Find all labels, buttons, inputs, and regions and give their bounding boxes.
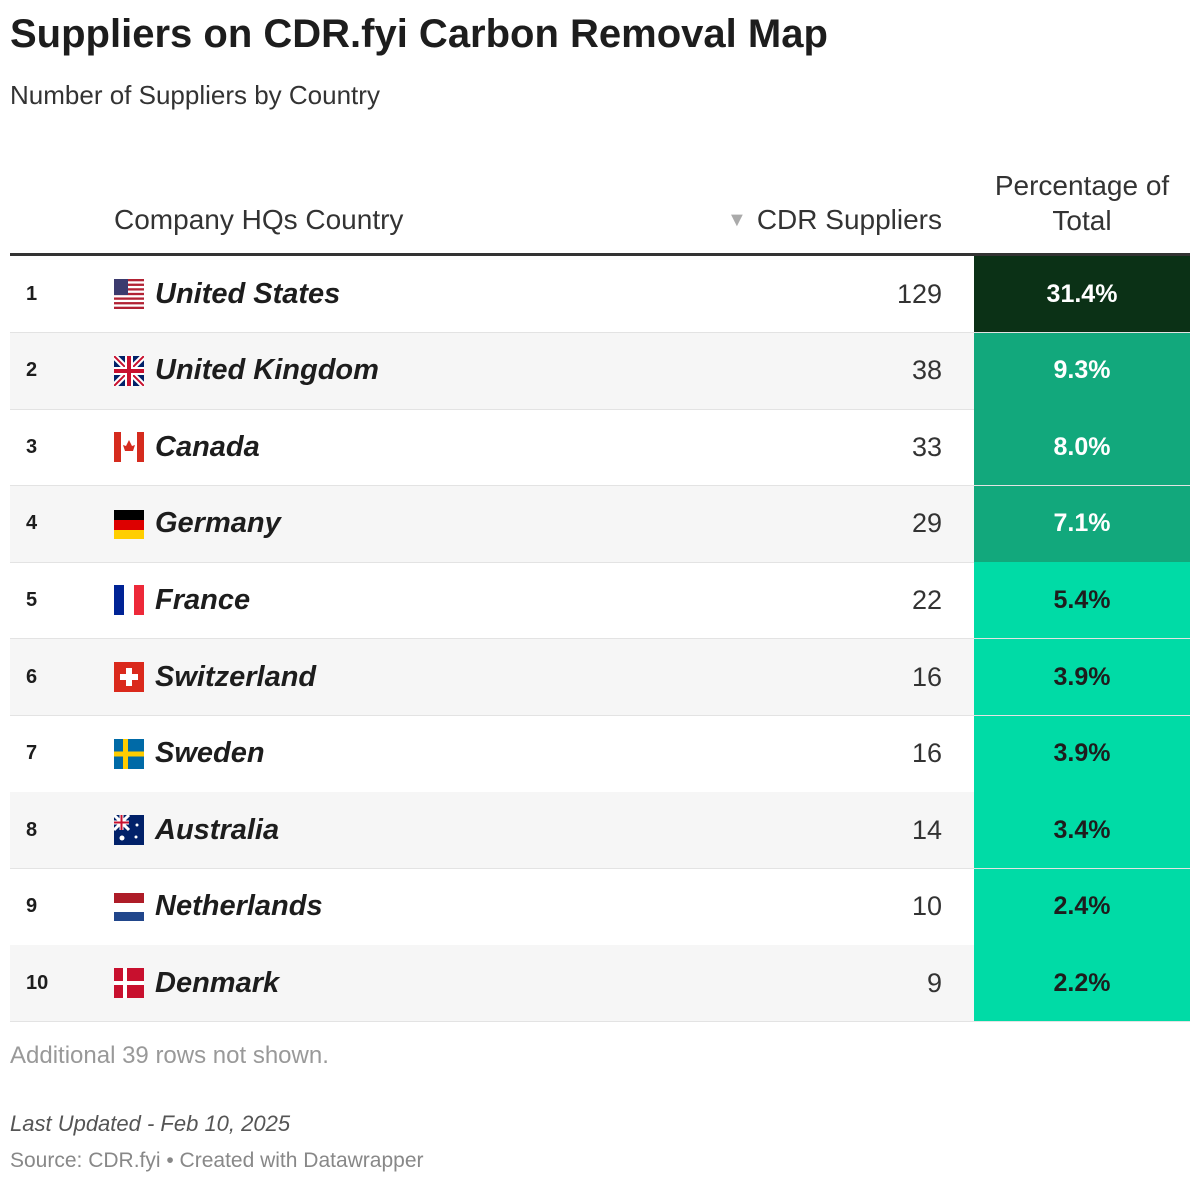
column-header: Percentage of Total: [994, 170, 1170, 236]
suppliers: 16: [911, 661, 942, 692]
rank: 10: [26, 971, 49, 994]
suppliers: 29: [911, 508, 942, 539]
share: 9.3%: [974, 332, 1190, 409]
country: United States: [155, 277, 341, 310]
source: Source: CDR.fyi • Created with Datawrapp…: [10, 1149, 424, 1172]
share: 3.4%: [974, 792, 1190, 869]
table-row: 8 Australia 14 3.4%: [10, 792, 1190, 870]
rank: 9: [26, 895, 38, 918]
share: 5.4%: [974, 562, 1190, 639]
rank: 3: [26, 435, 38, 458]
country: Denmark: [155, 966, 280, 999]
subtitle: Number of Suppliers by Country: [10, 80, 380, 110]
flag: [114, 256, 144, 332]
rank: 6: [26, 665, 38, 688]
share: 2.4%: [974, 868, 1190, 945]
suppliers: 33: [911, 431, 942, 462]
country: Netherlands: [155, 890, 323, 923]
suppliers: 10: [911, 891, 942, 922]
flag-icon: [114, 585, 144, 616]
rank: 5: [26, 588, 38, 611]
note: Additional 39 rows not shown.: [10, 1042, 329, 1069]
column-header-wrap[interactable]: ▼ CDR Suppliers: [727, 204, 942, 236]
country: Australia: [155, 813, 280, 846]
table-row: 7 Sweden 16 3.9%: [10, 715, 1190, 793]
flag-icon: [114, 279, 144, 309]
flag-icon: [114, 892, 144, 921]
updated: Last Updated - Feb 10, 2025: [10, 1111, 291, 1136]
suppliers: 22: [911, 584, 942, 615]
flag-icon: [114, 509, 144, 539]
country: Canada: [155, 430, 260, 463]
rank: 8: [26, 818, 38, 841]
share: 3.9%: [974, 639, 1190, 715]
share: 31.4%: [974, 256, 1190, 332]
suppliers: 16: [911, 738, 942, 769]
flag-icon: [114, 738, 144, 769]
suppliers: 129: [896, 278, 942, 309]
flag: [114, 792, 144, 868]
table-row: 9 Netherlands 10 2.4%: [10, 868, 1190, 946]
flag: [114, 333, 144, 409]
flag: [114, 945, 144, 1021]
header-rule: [10, 253, 1190, 256]
suppliers: 9: [926, 967, 942, 998]
flag: [114, 716, 144, 792]
rank: 1: [26, 282, 38, 305]
rank: 7: [26, 742, 38, 765]
flag: [114, 562, 144, 638]
flag: [114, 409, 144, 485]
flag: [114, 869, 144, 945]
table-row: 1 United States 129 31.4%: [10, 256, 1190, 333]
flag-icon: [114, 662, 144, 692]
country: Sweden: [155, 737, 265, 770]
flag-icon: [114, 968, 144, 999]
flag-icon: [114, 432, 144, 463]
share: 3.9%: [974, 715, 1190, 792]
flag-icon: [114, 355, 144, 386]
country: Germany: [155, 507, 281, 540]
title: Suppliers on CDR.fyi Carbon Removal Map: [10, 12, 828, 56]
table-row: 5 France 22 5.4%: [10, 562, 1190, 640]
column-header: CDR Suppliers: [756, 204, 942, 235]
share: 7.1%: [974, 485, 1190, 562]
country: France: [155, 583, 251, 616]
sort-icon: ▼: [727, 208, 747, 231]
suppliers: 14: [911, 814, 942, 845]
table-row: 6 Switzerland 16 3.9%: [10, 639, 1190, 716]
flag-icon: [114, 815, 144, 846]
table-row: 3 Canada 33 8.0%: [10, 409, 1190, 487]
share: 8.0%: [974, 409, 1190, 486]
rank: 2: [26, 359, 38, 382]
country: United Kingdom: [155, 354, 379, 387]
suppliers: 38: [911, 355, 942, 386]
rank: 4: [26, 512, 38, 535]
flag: [114, 639, 144, 715]
column-header: Company HQs Country: [114, 204, 404, 235]
table-row: 10 Denmark 9 2.2%: [10, 945, 1190, 1023]
flag: [114, 486, 144, 562]
table-row: 2 United Kingdom 38 9.3%: [10, 332, 1190, 410]
country: Switzerland: [155, 660, 317, 693]
share: 2.2%: [974, 945, 1190, 1022]
table-row: 4 Germany 29 7.1%: [10, 485, 1190, 563]
